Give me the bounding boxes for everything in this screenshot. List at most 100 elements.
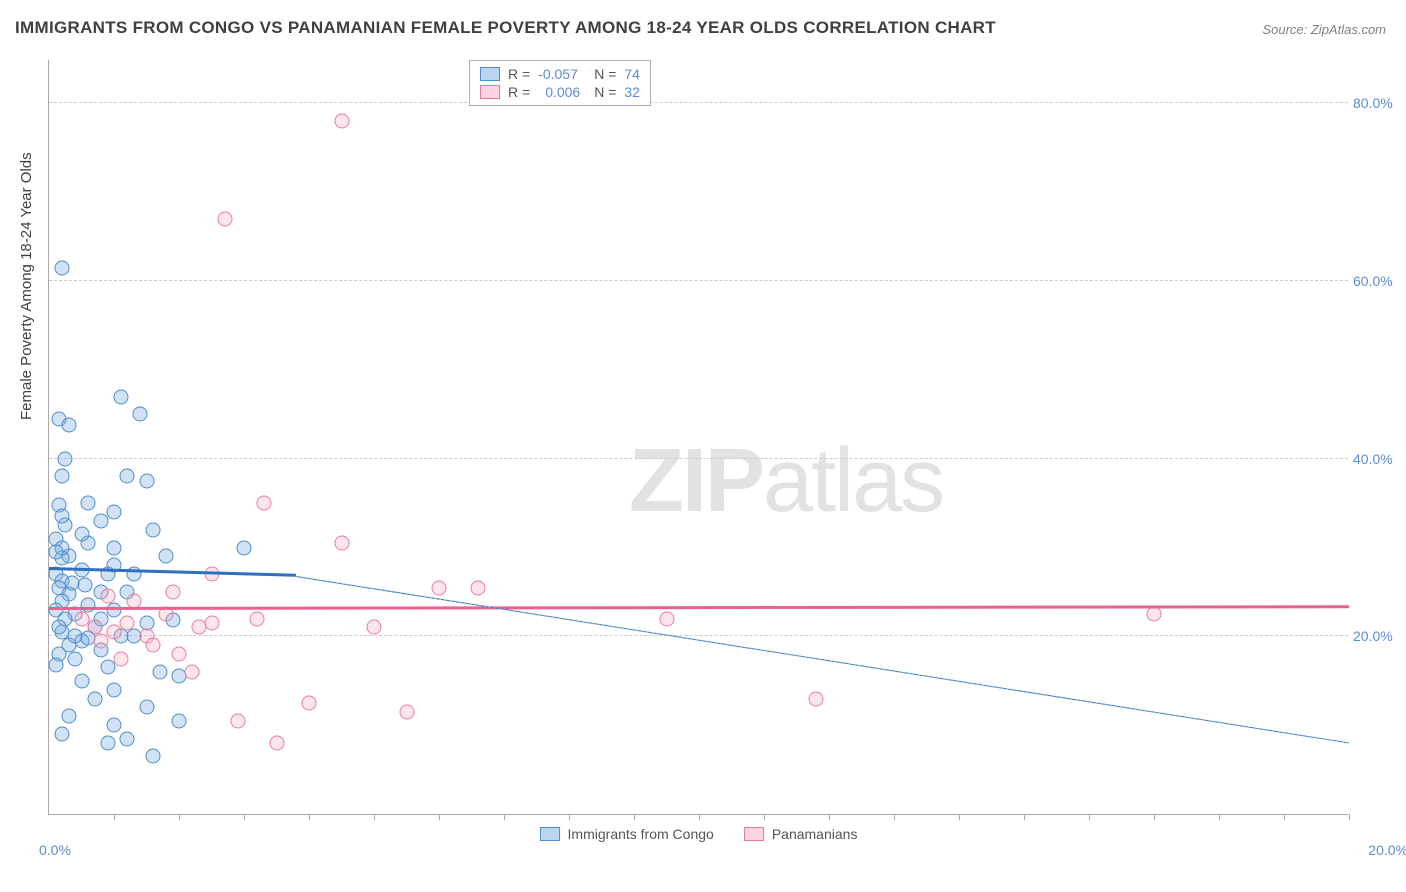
point-congo [146,522,161,537]
y-tick-label: 40.0% [1353,451,1406,467]
gridline [49,635,1348,636]
plot-area: R = -0.057 N = 74 R = 0.006 N = 32 ZIPat… [48,60,1348,815]
point-congo [107,602,122,617]
x-tick [114,814,115,820]
point-panama [191,620,206,635]
point-panama [100,589,115,604]
point-panama [113,651,128,666]
point-congo [55,469,70,484]
y-axis-label: Female Poverty Among 18-24 Year Olds [18,152,35,420]
trend-line [296,576,1349,743]
r-label: R = [508,84,530,100]
point-panama [120,616,135,631]
point-congo [146,749,161,764]
gridline [49,458,1348,459]
y-tick-label: 60.0% [1353,273,1406,289]
point-congo [74,527,89,542]
swatch-blue-icon [480,67,500,81]
point-congo [77,577,92,592]
x-tick [1349,814,1350,820]
point-panama [165,584,180,599]
point-congo [100,735,115,750]
point-congo [61,417,76,432]
n-label: N = [594,84,616,100]
legend-label: Immigrants from Congo [568,826,714,842]
point-panama [204,567,219,582]
watermark: ZIPatlas [629,430,943,533]
point-panama [204,616,219,631]
point-congo [100,660,115,675]
point-panama [217,211,232,226]
point-panama [659,611,674,626]
n-value: 32 [624,84,640,100]
point-panama [107,624,122,639]
swatch-pink-icon [480,85,500,99]
point-panama [367,620,382,635]
swatch-blue-icon [540,827,560,841]
point-congo [48,657,63,672]
n-label: N = [594,66,616,82]
point-panama [471,580,486,595]
point-panama [87,620,102,635]
y-tick-label: 80.0% [1353,95,1406,111]
point-congo [113,389,128,404]
swatch-pink-icon [744,827,764,841]
point-panama [809,691,824,706]
point-panama [334,114,349,129]
legend-stats: R = -0.057 N = 74 R = 0.006 N = 32 [469,60,651,106]
n-value: 74 [624,66,640,82]
point-congo [107,718,122,733]
point-congo [107,682,122,697]
chart-container: IMMIGRANTS FROM CONGO VS PANAMANIAN FEMA… [0,0,1406,892]
legend-item: Immigrants from Congo [540,826,714,842]
x-tick [894,814,895,820]
point-panama [399,704,414,719]
x-tick [439,814,440,820]
r-label: R = [508,66,530,82]
r-value: 0.006 [538,84,586,100]
point-congo [172,713,187,728]
legend-stats-row: R = 0.006 N = 32 [480,83,640,101]
chart-title: IMMIGRANTS FROM CONGO VS PANAMANIAN FEMA… [15,18,996,38]
x-tick [1154,814,1155,820]
x-tick [569,814,570,820]
point-panama [172,647,187,662]
source-label: Source: ZipAtlas.com [1262,22,1386,37]
x-tick [1089,814,1090,820]
x-tick-label: 0.0% [39,842,71,858]
x-tick [699,814,700,820]
gridline [49,280,1348,281]
point-congo [55,727,70,742]
point-congo [74,673,89,688]
r-value: -0.057 [538,66,586,82]
x-tick [374,814,375,820]
point-congo [55,260,70,275]
point-congo [94,513,109,528]
point-congo [107,505,122,520]
point-congo [61,709,76,724]
legend-stats-row: R = -0.057 N = 74 [480,65,640,83]
point-congo [68,651,83,666]
point-panama [230,713,245,728]
x-tick [959,814,960,820]
point-congo [139,700,154,715]
point-congo [55,509,70,524]
x-tick [309,814,310,820]
point-panama [94,633,109,648]
legend-series: Immigrants from Congo Panamanians [540,826,858,842]
point-congo [133,407,148,422]
x-tick [1024,814,1025,820]
point-panama [1147,607,1162,622]
point-congo [48,544,63,559]
x-tick [504,814,505,820]
x-tick [1284,814,1285,820]
point-congo [107,540,122,555]
point-panama [185,664,200,679]
x-tick [1219,814,1220,820]
legend-label: Panamanians [772,826,858,842]
point-congo [120,469,135,484]
point-panama [146,638,161,653]
gridline [49,102,1348,103]
point-congo [237,540,252,555]
x-tick [244,814,245,820]
